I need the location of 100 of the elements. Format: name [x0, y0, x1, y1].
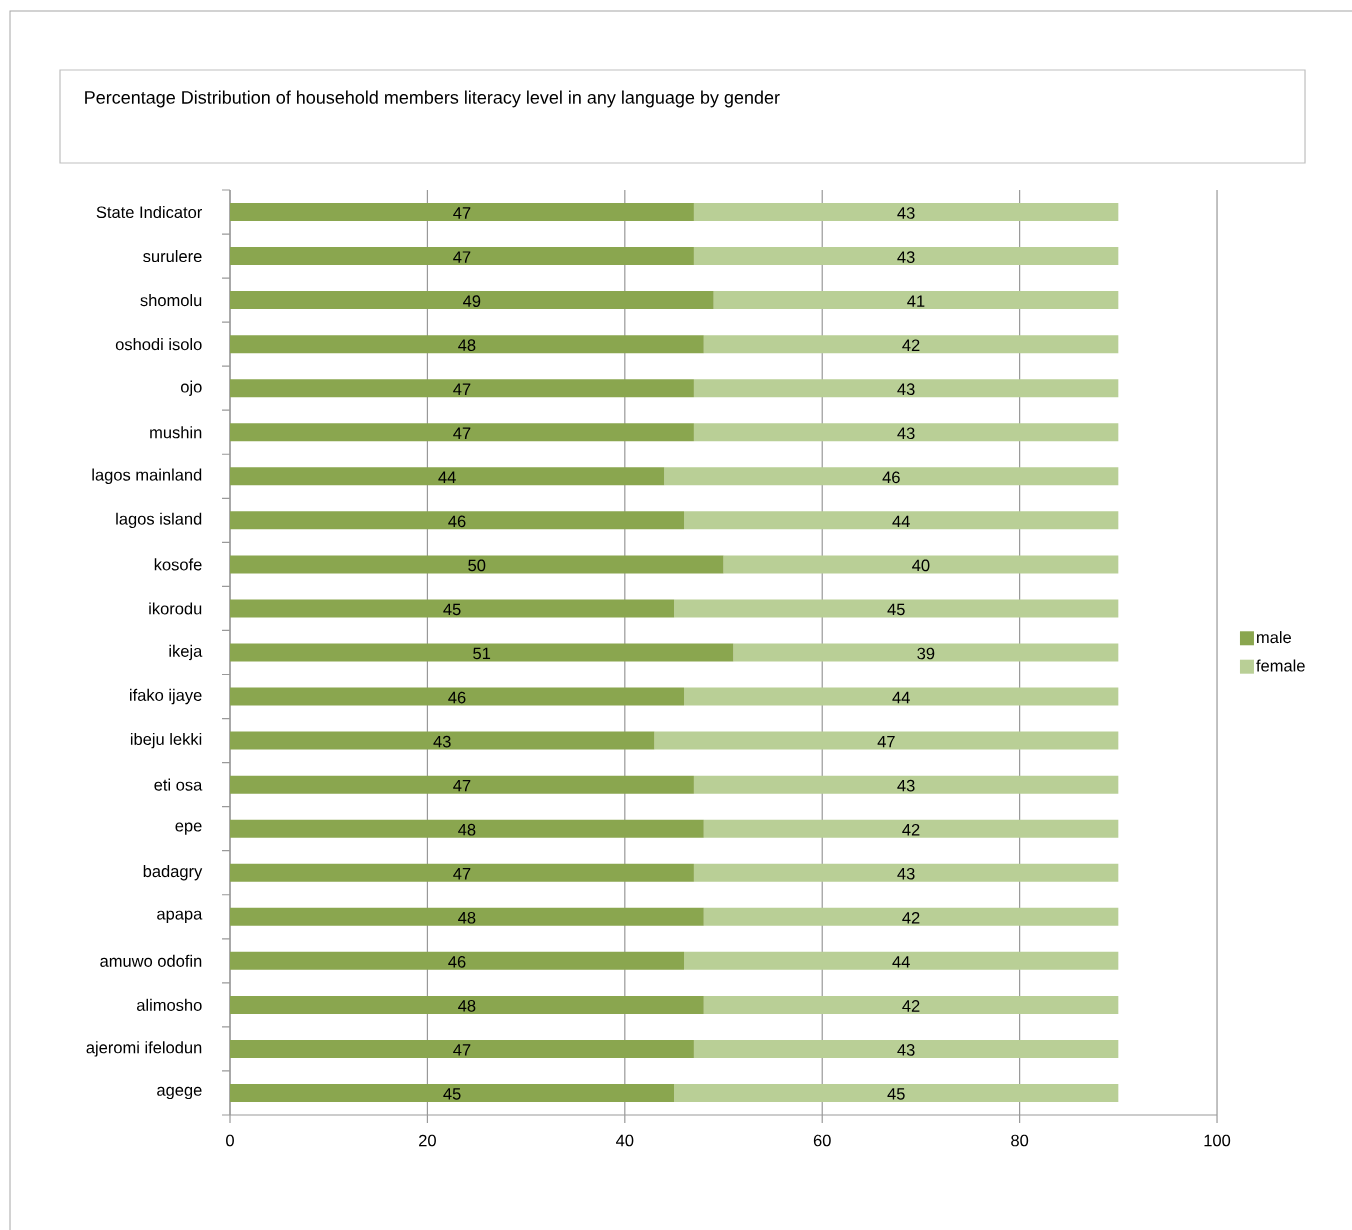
y-tick-label: kosofe: [154, 558, 202, 571]
data-label: 47: [453, 868, 471, 880]
bar: [723, 555, 1119, 574]
data-label: 46: [882, 471, 900, 484]
bar: [230, 555, 724, 574]
data-label: 47: [453, 383, 471, 395]
bar: [230, 379, 694, 398]
y-tick-label: ojo: [180, 380, 202, 396]
bar: [703, 819, 1119, 838]
bar: [684, 951, 1119, 970]
y-tick-label: surulere: [143, 250, 202, 263]
bar: [693, 379, 1119, 398]
bar: [230, 819, 704, 838]
data-label: 47: [877, 735, 895, 748]
bar: [703, 995, 1119, 1014]
legend-label: male: [1257, 631, 1291, 644]
legend-label: female: [1256, 659, 1305, 672]
bar: [230, 467, 665, 486]
bar: [230, 863, 694, 882]
bar: [230, 599, 675, 618]
data-label: 43: [897, 251, 915, 263]
bar: [664, 467, 1119, 486]
y-tick-label: ikorodu: [149, 602, 202, 615]
bar: [654, 731, 1119, 750]
data-label: 46: [448, 691, 466, 704]
y-tick-label: ibeju lekki: [130, 732, 202, 749]
bar: [230, 1083, 675, 1102]
data-label: 42: [902, 823, 920, 836]
bar: [230, 951, 685, 970]
bar: [713, 291, 1119, 310]
data-label: 47: [453, 251, 471, 263]
data-label: 43: [897, 779, 915, 792]
data-label: 48: [458, 1000, 476, 1012]
bar: [230, 643, 734, 662]
y-tick-label: amuwo odofin: [100, 954, 202, 967]
data-label: 47: [453, 427, 471, 439]
data-label: 47: [453, 1044, 471, 1056]
bar: [693, 423, 1119, 442]
x-tick-label: 40: [616, 1134, 634, 1147]
x-tick-label: 100: [1204, 1134, 1231, 1147]
data-label: 45: [887, 603, 905, 616]
bar: [230, 907, 704, 926]
bar: [693, 203, 1119, 221]
data-label: 47: [453, 779, 471, 792]
data-label: 43: [433, 735, 451, 748]
data-label: 45: [443, 1088, 461, 1100]
bar: [674, 1083, 1119, 1102]
y-tick-label: ikeja: [169, 644, 203, 661]
data-label: 39: [917, 647, 935, 660]
data-label: 43: [897, 207, 915, 219]
data-label: 42: [902, 1000, 920, 1012]
data-label: 47: [453, 207, 471, 219]
data-label: 43: [897, 383, 915, 396]
bar: [693, 775, 1119, 794]
bar: [230, 511, 685, 530]
bar: [230, 291, 714, 310]
data-label: 41: [907, 295, 925, 307]
data-label: 48: [458, 339, 476, 351]
data-label: 51: [473, 647, 491, 660]
bar: [684, 511, 1119, 530]
y-tick-label: apapa: [157, 910, 203, 923]
y-tick-label: shomolu: [140, 294, 202, 307]
data-label: 50: [468, 559, 486, 572]
data-label: 40: [912, 559, 930, 572]
y-tick-label: lagos mainland: [92, 468, 202, 484]
bar: [230, 995, 704, 1014]
data-label: 44: [438, 471, 456, 483]
bar: [703, 907, 1119, 926]
data-label: 42: [902, 339, 920, 351]
y-tick-label: alimosho: [136, 998, 202, 1011]
data-label: 46: [448, 955, 466, 968]
chart-title: Percentage Distribution of household members literacy level in any language by gender: [85, 90, 780, 108]
data-label: 43: [897, 1044, 915, 1056]
y-tick-label: ajeromi ifelodun: [86, 1041, 202, 1057]
data-label: 44: [892, 691, 910, 704]
data-label: 44: [892, 515, 910, 528]
data-label: 45: [443, 603, 461, 616]
data-label: 45: [887, 1088, 905, 1100]
x-tick-label: 20: [419, 1134, 436, 1147]
bar: [693, 863, 1119, 882]
x-tick-label: 0: [226, 1134, 234, 1147]
x-tick-label: 60: [813, 1134, 831, 1147]
y-tick-label: badagry: [143, 865, 203, 881]
bar: [733, 643, 1119, 662]
y-tick-label: State Indicator: [96, 205, 203, 219]
bar: [684, 687, 1119, 706]
y-tick-label: ifako ijaye: [130, 688, 202, 705]
data-label: 43: [897, 867, 915, 880]
data-label: 48: [458, 823, 476, 836]
y-tick-label: oshodi isolo: [115, 338, 202, 351]
y-tick-label: eti osa: [154, 778, 203, 791]
data-label: 46: [448, 515, 466, 528]
x-tick-label: 80: [1011, 1134, 1029, 1147]
bar: [230, 203, 694, 221]
bar: [230, 687, 685, 706]
data-label: 48: [458, 911, 476, 924]
bar: [230, 731, 655, 750]
data-label: 43: [897, 427, 915, 440]
bar: [230, 335, 704, 354]
y-tick-label: mushin: [150, 426, 202, 439]
